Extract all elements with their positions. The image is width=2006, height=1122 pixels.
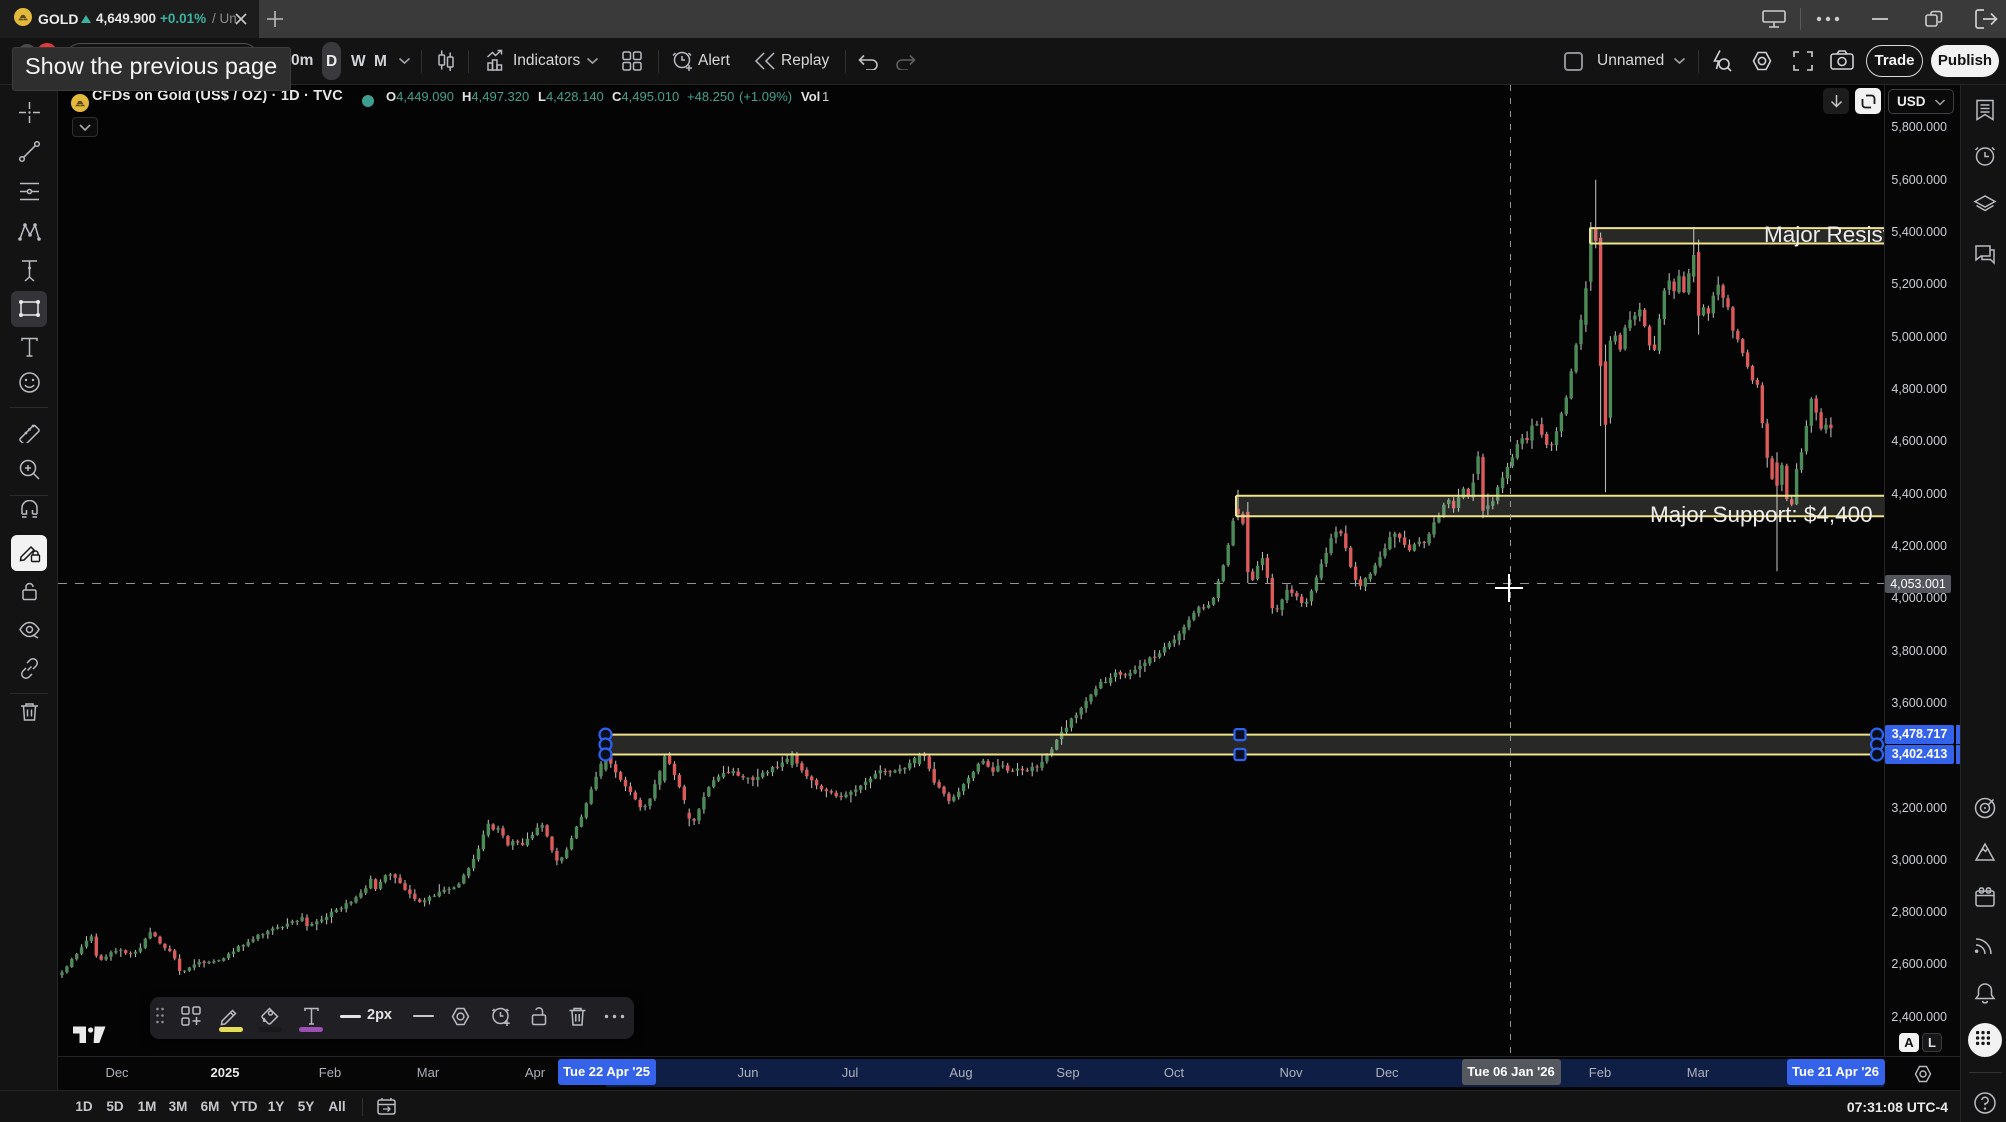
- svg-text:Major Resistance: $5,400: Major Resistance: $5,400: [1764, 222, 1884, 247]
- svg-text:Major Support: $4,400: Major Support: $4,400: [1650, 502, 1873, 527]
